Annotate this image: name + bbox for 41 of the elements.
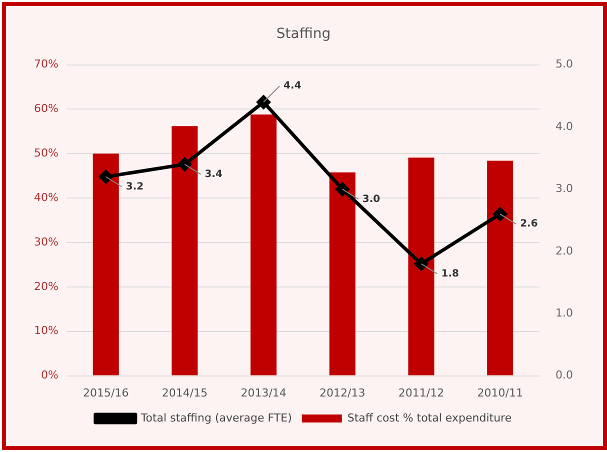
point: [414, 257, 428, 271]
y2-tick-label: 3.0: [556, 182, 574, 196]
x-tick-label: 2014/15: [162, 386, 208, 400]
x-tick-label: 2013/14: [240, 386, 286, 400]
data-label: 4.4: [284, 80, 302, 92]
data-label: 3.0: [362, 194, 380, 205]
x-tick-label: 2011/12: [398, 386, 444, 400]
chart-title: Staffing: [276, 26, 331, 42]
data-label: 2.6: [520, 218, 538, 230]
point: [256, 95, 270, 109]
x-tick-label: 2012/13: [320, 386, 366, 400]
y2-tick-label: 0.0: [556, 368, 574, 382]
y-tick-label: 0%: [40, 368, 58, 382]
bar: [172, 126, 198, 376]
y2-tick-label: 4.0: [556, 120, 574, 133]
point: [336, 182, 350, 196]
bar: [408, 158, 434, 376]
y2-tick-label: 2.0: [556, 244, 574, 258]
point: [493, 207, 507, 221]
y2-tick-label: 5.0: [556, 58, 574, 71]
y-tick-label: 30%: [34, 235, 58, 248]
bar: [487, 160, 514, 376]
y-tick-label: 40%: [34, 190, 58, 204]
data-label: 1.8: [441, 268, 459, 280]
data-label: 3.2: [126, 181, 144, 192]
legend-label: Total staffing (average FTE): [140, 411, 292, 424]
x-tick-label: 2015/16: [83, 386, 129, 400]
point: [178, 158, 192, 172]
bar: [92, 154, 119, 376]
y-tick-label: 70%: [34, 58, 58, 71]
bar: [250, 114, 277, 376]
y-tick-label: 50%: [34, 146, 58, 160]
data-label: 3.4: [204, 168, 222, 180]
y2-tick-label: 1.0: [556, 306, 574, 320]
y-tick-label: 20%: [34, 280, 58, 293]
x-tick-label: 2010/11: [477, 386, 523, 400]
point: [99, 170, 113, 184]
y-tick-label: 60%: [34, 102, 58, 116]
y-tick-label: 10%: [34, 324, 58, 338]
bar: [329, 172, 356, 376]
legend-label: Staff cost % total expenditure: [347, 411, 512, 424]
